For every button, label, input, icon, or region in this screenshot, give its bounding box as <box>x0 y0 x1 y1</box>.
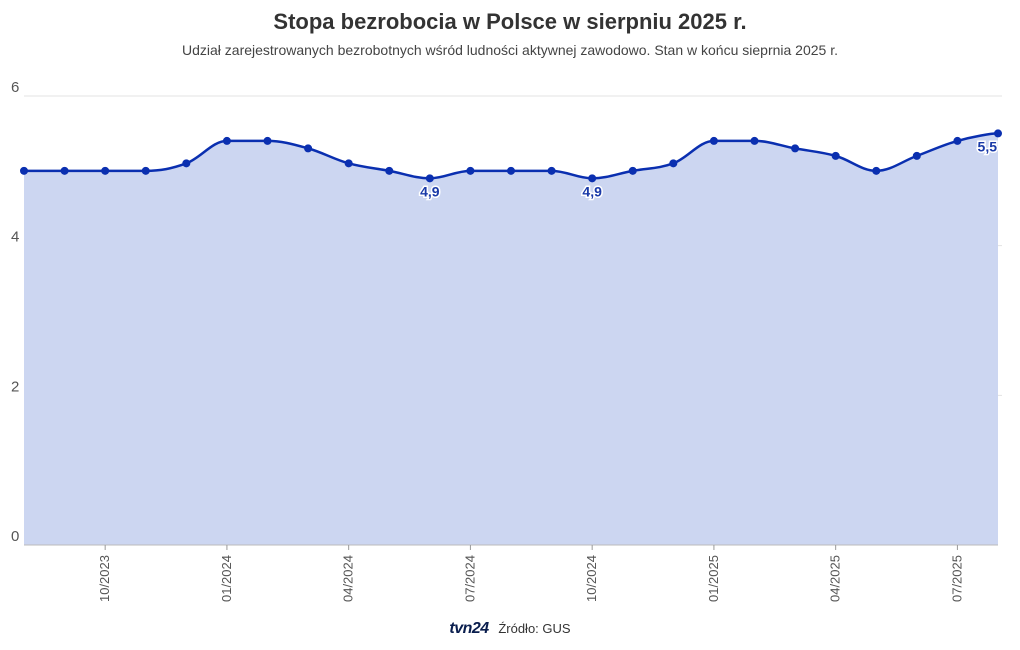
data-point-08-2024 <box>507 166 515 175</box>
x-axis-ticks: 10/2023 01/2024 04/2024 07/2024 10/2024 01/20… <box>97 545 964 602</box>
x-tick-label-10-2024: 10/2024 <box>584 555 599 602</box>
data-point-11-2023 <box>141 166 150 175</box>
chart-title: Stopa bezrobocia w Polsce w sierpniu 202… <box>273 9 747 34</box>
x-tick-label-04-2024: 04/2024 <box>341 555 356 602</box>
x-tick-label-04-2025: 04/2025 <box>828 555 843 602</box>
data-point-03-2025 <box>791 144 800 153</box>
footer: tvn24 Źródło: GUS <box>0 620 1020 638</box>
data-point-04-2025 <box>831 151 840 160</box>
data-label-06-2024: 4,9 <box>420 183 440 199</box>
data-point-07-2024 <box>466 166 475 175</box>
tvn24-logo: tvn24 <box>449 620 489 637</box>
y-tick-label-0: 0 <box>11 528 19 545</box>
data-point-02-2025 <box>750 136 759 145</box>
data-label-08-2025: 5,5 <box>978 138 998 154</box>
line-area-chart: 0 2 4 6 10/2023 01/2024 04/2024 07/2024 10/2024… <box>11 79 1002 602</box>
data-labels: 4,9 4,9 5,5 <box>419 137 999 201</box>
x-tick-label-07-2024: 07/2024 <box>462 555 477 602</box>
data-point-05-2025 <box>872 166 881 175</box>
area-fill <box>24 133 998 545</box>
data-point-12-2023 <box>182 159 191 168</box>
data-point-09-2024 <box>547 166 556 175</box>
chart-subtitle: Udział zarejestrowanych bezrobotnych wśr… <box>181 42 838 58</box>
x-tick-label-01-2025: 01/2025 <box>706 555 721 602</box>
data-point-07-2025 <box>953 136 962 145</box>
data-point-05-2024 <box>385 166 394 175</box>
data-point-09-2023 <box>60 166 69 175</box>
data-point-03-2024 <box>304 144 313 153</box>
data-point-04-2024 <box>344 159 353 168</box>
data-points <box>20 129 1002 183</box>
x-tick-label-01-2024: 01/2024 <box>219 555 234 602</box>
data-point-11-2024 <box>628 166 637 175</box>
y-axis-ticks: 0 2 4 6 <box>11 79 19 545</box>
data-point-06-2025 <box>912 151 921 160</box>
x-tick-label-07-2025: 07/2025 <box>949 555 964 602</box>
y-tick-label-6: 6 <box>11 79 19 96</box>
data-point-01-2025 <box>709 136 718 145</box>
data-point-08-2023 <box>20 166 28 175</box>
data-point-01-2024 <box>222 136 231 145</box>
data-point-02-2024 <box>263 136 272 145</box>
source-text: Źródło: GUS <box>498 621 571 636</box>
data-point-10-2024 <box>588 174 597 183</box>
data-point-08-2025 <box>994 129 1002 138</box>
y-tick-label-2: 2 <box>11 378 19 395</box>
data-point-10-2023 <box>101 166 110 175</box>
data-point-06-2024 <box>425 174 434 183</box>
data-point-12-2024 <box>669 159 678 168</box>
x-tick-label-10-2023: 10/2023 <box>97 555 112 602</box>
y-tick-label-4: 4 <box>11 229 19 246</box>
data-label-10-2024: 4,9 <box>582 183 602 199</box>
